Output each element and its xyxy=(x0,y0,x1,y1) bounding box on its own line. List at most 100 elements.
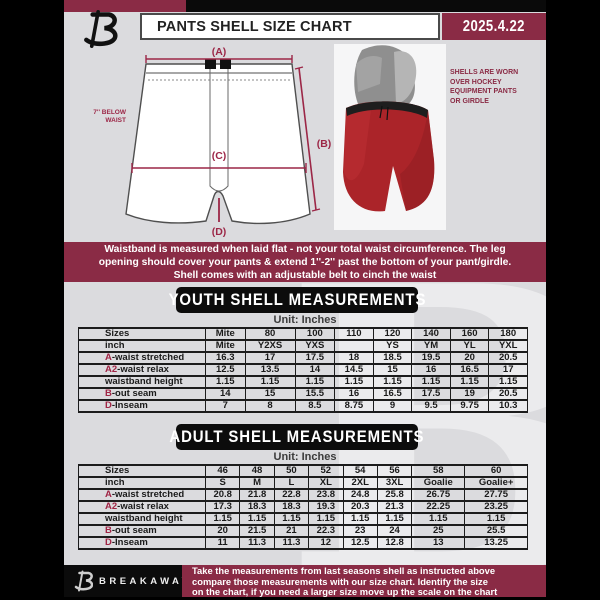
table-cell: 9.75 xyxy=(449,399,490,413)
table-cell: 20 xyxy=(204,524,241,538)
title-box: PANTS SHELL SIZE CHART xyxy=(140,13,440,40)
table-cell: 1.15 xyxy=(294,375,336,389)
shell-photo-panel xyxy=(334,44,446,230)
table-cell: 13.25 xyxy=(464,536,528,550)
table-cell: 23.8 xyxy=(308,488,344,502)
table-cell: 1.15 xyxy=(204,512,241,526)
table-cell: 15 xyxy=(244,387,296,401)
table-cell: 8.5 xyxy=(294,399,336,413)
footer-brand-name: BREAKAWAY xyxy=(99,575,192,587)
top-strip-black xyxy=(186,0,546,12)
table-cell: 1.15 xyxy=(376,512,413,526)
table-cell: 19.5 xyxy=(411,351,451,365)
table-cell: 22.3 xyxy=(308,524,344,538)
table-row: Sizes 46 48 50 52 54 56 58 60 xyxy=(78,464,528,478)
table-cell: 17.3 xyxy=(204,500,241,514)
table-row: B-out seam 20 21.5 21 22.3 23 24 25 25.5 xyxy=(78,524,528,538)
table-cell: Y2XS xyxy=(244,339,296,353)
table-cell: 10.3 xyxy=(488,399,528,413)
table-row: waistband height 1.15 1.15 1.15 1.15 1.15 1.15… xyxy=(78,375,528,389)
table-cell: 24 xyxy=(376,524,413,538)
footer-brand-bar: BREAKAWAY xyxy=(64,565,188,597)
date-text: 2025.4.22 xyxy=(462,17,526,35)
table-row: A2-waist relax 17.3 18.3 18.3 19.3 20.3 21.3 22… xyxy=(78,500,528,514)
table-row: inch Mite Y2XS YXS YS YM YL YXL xyxy=(78,339,528,353)
table-cell: Mite xyxy=(205,339,246,353)
waist-note: 7'' BELOW WAIST xyxy=(93,109,126,124)
table-cell: 22.25 xyxy=(411,500,466,514)
row-label: D-Inseam xyxy=(78,399,206,413)
table-cell: 21.8 xyxy=(239,488,275,502)
table-cell: YXS xyxy=(294,339,336,353)
table-cell: 17 xyxy=(244,351,296,365)
table-cell: 18.5 xyxy=(372,351,413,365)
adult-section-title: ADULT SHELL MEASUREMENTS xyxy=(170,424,424,450)
table-row: D-Inseam 11 11.3 11.3 12 12.5 12.8 13 13.25 xyxy=(78,536,528,550)
table-cell: Mite xyxy=(205,327,246,341)
adult-title-text: ADULT SHELL MEASUREMENTS xyxy=(169,427,425,446)
table-cell: 20.3 xyxy=(342,500,378,514)
table-cell: 21.5 xyxy=(239,524,275,538)
table-cell: 50 xyxy=(273,464,310,478)
table-cell: 1.15 xyxy=(273,512,310,526)
table-cell: 11 xyxy=(204,536,241,550)
table-cell: 18 xyxy=(334,351,374,365)
table-cell: 17 xyxy=(488,363,528,377)
table-cell: YS xyxy=(372,339,413,353)
table-row: A-waist stretched 16.3 17 17.5 18 18.5 19.5 20 2… xyxy=(78,351,528,365)
table-cell: 13.5 xyxy=(244,363,296,377)
adult-table: Sizes 46 48 50 52 54 56 58 60 inch S M L XL 2XL 3XL Goal… xyxy=(78,464,528,550)
row-label: waistband height xyxy=(78,375,206,389)
table-cell: XL xyxy=(308,476,344,490)
table-cell: 1.15 xyxy=(244,375,296,389)
youth-title-text: YOUTH SHELL MEASUREMENTS xyxy=(168,290,426,309)
table-cell: 20.5 xyxy=(488,387,528,401)
adult-unit-label: Unit: Inches xyxy=(273,451,337,463)
table-cell: 12 xyxy=(308,536,344,550)
table-cell: 60 xyxy=(464,464,528,478)
table-cell: 21 xyxy=(273,524,310,538)
table-cell: 1.15 xyxy=(334,375,374,389)
table-cell: 46 xyxy=(204,464,241,478)
table-cell: 21.3 xyxy=(376,500,413,514)
row-label: A2-waist relax xyxy=(78,500,206,514)
page: B PANTS SHELL SIZE CHART 2025.4.22 (A) (… xyxy=(64,0,546,597)
table-cell: M xyxy=(239,476,275,490)
table-cell: 22.8 xyxy=(273,488,310,502)
table-cell: 26.75 xyxy=(411,488,466,502)
table-cell: 160 xyxy=(449,327,490,341)
page-title: PANTS SHELL SIZE CHART xyxy=(157,18,352,35)
table-cell: 12.8 xyxy=(376,536,413,550)
table-cell: 7 xyxy=(205,399,246,413)
table-cell: L xyxy=(273,476,310,490)
table-row: Sizes Mite 80 100 110 120 140 160 180 xyxy=(78,327,528,341)
table-cell: YL xyxy=(449,339,490,353)
table-cell: 23 xyxy=(342,524,378,538)
table-cell: 12.5 xyxy=(205,363,246,377)
row-label: B-out seam xyxy=(78,524,206,538)
table-cell: 16 xyxy=(334,387,374,401)
table-cell: 25.5 xyxy=(464,524,528,538)
table-cell xyxy=(334,339,374,353)
row-label: A2-waist relax xyxy=(78,363,206,377)
brand-logo-icon xyxy=(84,10,118,48)
table-cell: 2XL xyxy=(342,476,378,490)
table-cell: 1.15 xyxy=(308,512,344,526)
table-cell: 20 xyxy=(449,351,490,365)
date-badge: 2025.4.22 xyxy=(442,13,546,40)
table-cell: 120 xyxy=(372,327,413,341)
table-cell: 15.5 xyxy=(294,387,336,401)
table-cell: 16.3 xyxy=(205,351,246,365)
table-cell: YXL xyxy=(488,339,528,353)
table-cell: 9.5 xyxy=(411,399,451,413)
table-cell: 27.75 xyxy=(464,488,528,502)
measurement-label-c: (C) xyxy=(212,150,227,162)
footer-brand-logo-icon xyxy=(74,570,93,592)
measurement-label-a: (A) xyxy=(212,46,227,58)
table-cell: 1.15 xyxy=(239,512,275,526)
measurement-label-b: (B) xyxy=(317,138,332,150)
table-cell: 20.8 xyxy=(204,488,241,502)
row-label: Sizes xyxy=(78,327,206,341)
table-cell: 14 xyxy=(205,387,246,401)
table-cell: 1.15 xyxy=(411,375,451,389)
